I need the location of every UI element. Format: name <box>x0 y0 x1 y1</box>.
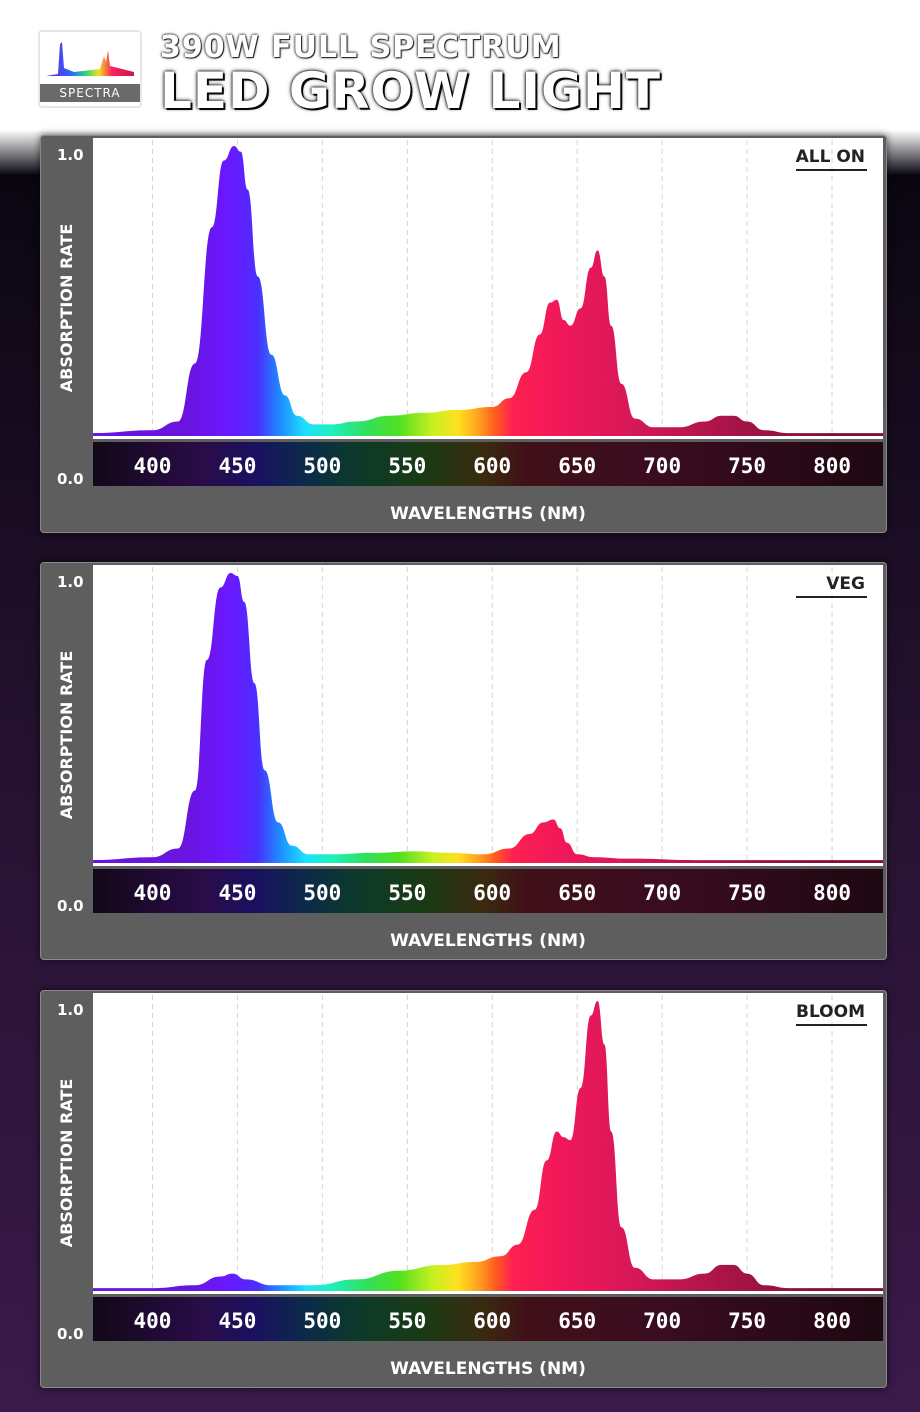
x-tick-label: 550 <box>388 1309 426 1333</box>
x-tick-label: 750 <box>728 454 766 478</box>
x-tick-label: 550 <box>388 454 426 478</box>
x-tick-label: 450 <box>218 454 256 478</box>
y-axis-label: ABSORPTION RATE <box>57 1079 76 1247</box>
title-subline: 390W FULL SPECTRUM <box>160 30 562 65</box>
wavelength-axis-bar <box>93 1297 883 1341</box>
spectrum-chart: 400 450 500 550 600 650 700 750 800 1.0 0.0 ABSORPT… <box>57 993 883 1379</box>
x-tick-label: 800 <box>813 881 851 905</box>
header: SPECTRA 390W FULL SPECTRUM LED GROW LIGH… <box>0 0 920 130</box>
x-tick-label: 650 <box>558 454 596 478</box>
x-tick-label: 750 <box>728 1309 766 1333</box>
chart-title: ALL ON <box>796 147 865 167</box>
wavelength-axis-bar <box>93 442 883 486</box>
x-tick-label: 500 <box>303 881 341 905</box>
x-tick-label: 600 <box>473 1309 511 1333</box>
y-tick-label-bottom: 0.0 <box>57 1325 84 1343</box>
y-axis-label: ABSORPTION RATE <box>57 224 76 392</box>
x-tick-label: 400 <box>133 881 171 905</box>
spectrum-logo-icon <box>46 42 134 76</box>
x-tick-label: 800 <box>813 454 851 478</box>
x-tick-label: 400 <box>133 1309 171 1333</box>
x-tick-label: 650 <box>558 881 596 905</box>
series-area <box>93 573 883 863</box>
x-tick-label: 600 <box>473 454 511 478</box>
chart-title: VEG <box>826 574 865 594</box>
y-tick-label-top: 1.0 <box>57 1001 84 1019</box>
chart-title: BLOOM <box>796 1002 865 1022</box>
x-tick-label: 750 <box>728 881 766 905</box>
x-tick-label: 500 <box>303 454 341 478</box>
chart-panel-all-on: 400 450 500 550 600 650 700 750 800 1.0 0.0 ABSORPT… <box>40 135 887 533</box>
x-tick-label: 800 <box>813 1309 851 1333</box>
spectra-logo: SPECTRA <box>38 30 142 108</box>
x-tick-label: 600 <box>473 881 511 905</box>
x-tick-label: 400 <box>133 454 171 478</box>
chart-panel-bloom: 400 450 500 550 600 650 700 750 800 1.0 0.0 ABSORPT… <box>40 990 887 1388</box>
y-tick-label-top: 1.0 <box>57 146 84 164</box>
wavelength-axis-bar <box>93 869 883 913</box>
chart-panel-veg: 400 450 500 550 600 650 700 750 800 1.0 0.0 ABSORPT… <box>40 562 887 960</box>
x-axis-label: WAVELENGTHS (NM) <box>390 1359 586 1379</box>
logo-text: SPECTRA <box>40 84 140 102</box>
y-tick-label-top: 1.0 <box>57 573 84 591</box>
title-mainline: LED GROW LIGHT <box>160 62 661 120</box>
plot-area <box>93 993 883 1294</box>
x-tick-label: 700 <box>643 1309 681 1333</box>
spectrum-chart: 400 450 500 550 600 650 700 750 800 1.0 0.0 ABSORPT… <box>57 138 883 524</box>
x-tick-label: 700 <box>643 454 681 478</box>
spectrum-chart: 400 450 500 550 600 650 700 750 800 1.0 0.0 ABSORPT… <box>57 565 883 951</box>
x-tick-label: 550 <box>388 881 426 905</box>
x-tick-label: 650 <box>558 1309 596 1333</box>
x-tick-label: 500 <box>303 1309 341 1333</box>
x-tick-label: 450 <box>218 881 256 905</box>
x-axis-label: WAVELENGTHS (NM) <box>390 931 586 951</box>
y-axis-label: ABSORPTION RATE <box>57 651 76 819</box>
x-axis-label: WAVELENGTHS (NM) <box>390 504 586 524</box>
y-tick-label-bottom: 0.0 <box>57 470 84 488</box>
x-tick-label: 700 <box>643 881 681 905</box>
y-tick-label-bottom: 0.0 <box>57 897 84 915</box>
series-area <box>93 146 883 436</box>
x-tick-label: 450 <box>218 1309 256 1333</box>
